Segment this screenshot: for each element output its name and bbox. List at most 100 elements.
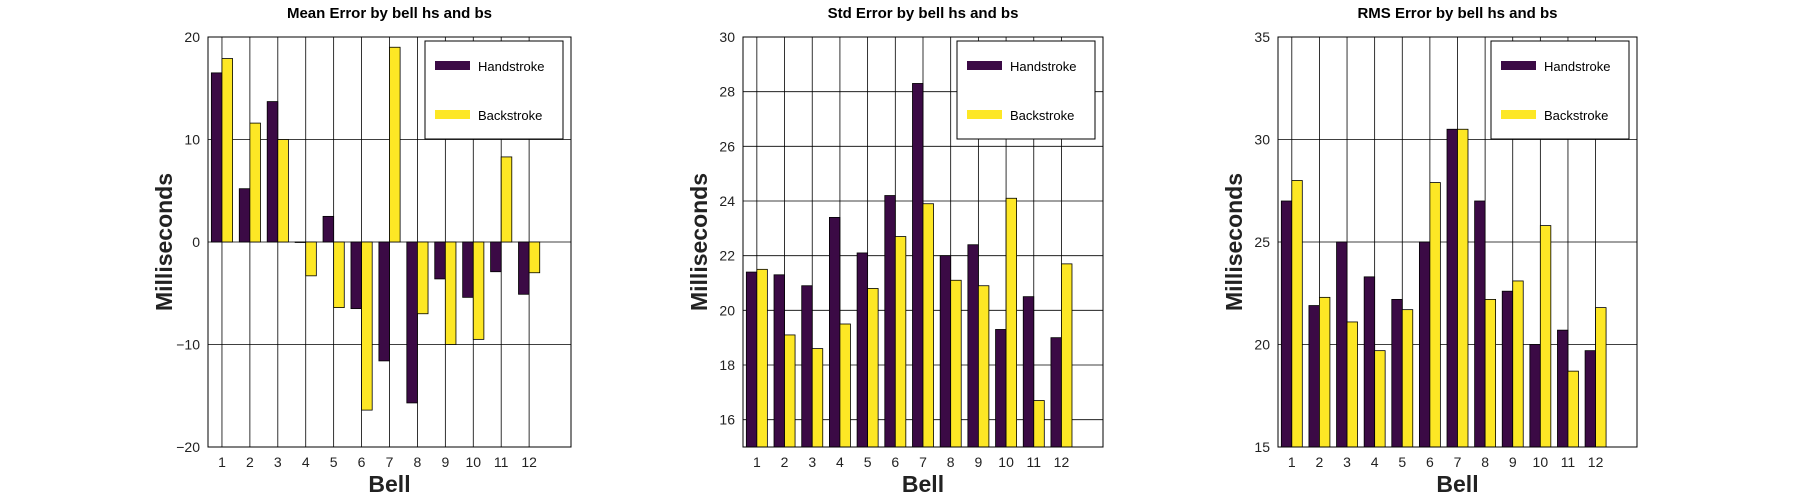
x-tick-label: 2 [781,454,789,470]
x-tick-label: 11 [494,454,509,470]
bar-backstroke-bell-1 [756,268,768,448]
x-tick-label: 9 [1509,454,1517,470]
bar-backstroke-bell-1 [1291,180,1303,448]
y-axis-label: Milliseconds [1221,173,1247,311]
y-tick-label: 18 [719,357,735,373]
bar-backstroke-bell-1 [221,58,233,243]
y-tick-label: 25 [1254,234,1270,250]
bar-backstroke-bell-12 [1061,263,1073,448]
bar-handstroke-bell-12 [1050,337,1062,448]
legend-swatch-handstroke [1501,61,1536,70]
bar-backstroke-bell-4 [305,241,317,277]
bar-handstroke-bell-11 [1022,296,1035,448]
y-tick-label: 22 [719,248,735,264]
x-tick-label: 1 [1288,454,1296,470]
bar-handstroke-bell-2 [773,274,785,448]
chart-title: Mean Error by bell hs and bs [287,5,492,22]
legend-label-backstroke: Backstroke [1544,108,1608,123]
legend-swatch-backstroke [435,110,470,119]
bar-handstroke-bell-5 [322,215,335,243]
chart-title: Std Error by bell hs and bs [828,5,1019,22]
y-tick-label: 15 [1254,439,1270,455]
bar-handstroke-bell-8 [406,241,418,404]
x-tick-label: 7 [919,454,927,470]
x-axis-label: Bell [368,471,410,497]
bar-backstroke-bell-11 [1567,370,1579,448]
bar-handstroke-bell-8 [939,255,952,448]
y-tick-label: 30 [1254,132,1270,148]
bar-backstroke-bell-9 [977,285,990,448]
bar-backstroke-bell-3 [277,139,289,243]
x-tick-label: 11 [1026,454,1041,470]
x-tick-label: 3 [1343,454,1351,470]
bar-backstroke-bell-9 [444,241,457,345]
bar-handstroke-bell-3 [1336,241,1348,448]
bar-handstroke-bell-6 [350,241,362,310]
bar-backstroke-bell-10 [472,241,485,340]
bar-handstroke-bell-11 [490,241,502,273]
x-axis-label: Bell [902,471,944,497]
x-tick-label: 10 [998,454,1014,470]
legend: Handstroke Backstroke [424,40,564,140]
axes-frame [1277,36,1638,448]
bar-handstroke-bell-7 [912,83,924,448]
x-tick-label: 10 [465,454,481,470]
x-tick-label: 8 [414,454,422,470]
bar-backstroke-bell-6 [1429,182,1441,448]
x-tick-label: 4 [1371,454,1379,470]
bar-backstroke-bell-11 [500,156,513,243]
y-tick-label: −10 [176,337,200,353]
bar-handstroke-bell-7 [378,241,390,362]
y-tick-label: 24 [719,193,735,209]
bar-backstroke-bell-7 [922,203,934,448]
bar-backstroke-bell-2 [249,122,261,243]
y-tick-label: −20 [176,439,200,455]
x-tick-label: 2 [1316,454,1324,470]
bar-handstroke-bell-9 [967,244,979,448]
bar-backstroke-bell-12 [1595,307,1607,448]
y-tick-label: 20 [719,302,735,318]
bar-handstroke-bell-8 [1474,200,1486,448]
y-axis-label: Milliseconds [686,173,712,311]
legend-label-backstroke: Backstroke [1010,108,1074,123]
bar-handstroke-bell-3 [266,101,279,243]
x-tick-label: 4 [302,454,310,470]
bar-backstroke-bell-8 [1484,298,1497,448]
y-tick-label: 10 [184,132,200,148]
x-tick-label: 7 [1454,454,1462,470]
bar-handstroke-bell-6 [884,195,896,448]
x-axis-label: Bell [1436,471,1478,497]
bar-backstroke-bell-4 [1374,350,1386,448]
bar-backstroke-bell-12 [528,241,541,274]
bar-handstroke-bell-10 [1529,344,1541,448]
bar-handstroke-bell-4 [829,216,841,448]
x-tick-label: 1 [753,454,761,470]
bar-handstroke-bell-1 [210,72,223,243]
bar-handstroke-bell-1 [745,271,758,448]
bar-handstroke-bell-9 [434,241,446,280]
bar-handstroke-bell-10 [462,241,474,298]
x-tick-label: 6 [358,454,366,470]
x-tick-label: 12 [521,454,537,470]
axes-frame [742,36,1104,448]
x-tick-label: 6 [1426,454,1434,470]
y-tick-label: 35 [1254,29,1270,45]
bar-backstroke-bell-6 [894,236,907,448]
x-tick-label: 5 [1398,454,1406,470]
y-tick-label: 30 [719,29,735,45]
bar-backstroke-bell-3 [1346,321,1358,448]
bar-backstroke-bell-11 [1033,400,1045,448]
axes-frame [207,36,572,448]
bar-handstroke-bell-2 [1308,305,1320,448]
x-tick-label: 2 [246,454,254,470]
x-tick-label: 12 [1588,454,1604,470]
bar-backstroke-bell-6 [361,241,373,411]
x-tick-label: 9 [441,454,449,470]
bar-handstroke-bell-5 [1391,298,1403,448]
x-tick-label: 7 [386,454,394,470]
bar-handstroke-bell-9 [1501,290,1514,448]
bar-handstroke-bell-3 [801,285,813,448]
legend-box [1490,40,1630,140]
